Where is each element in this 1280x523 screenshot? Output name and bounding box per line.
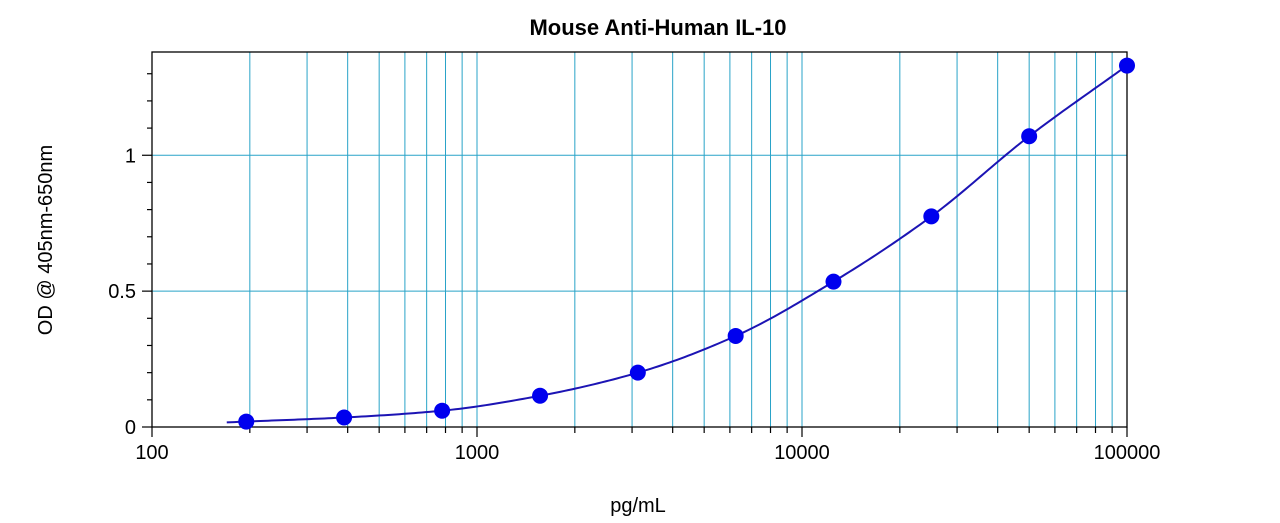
x-tick-label: 1000 xyxy=(455,442,500,464)
x-tick-label: 100000 xyxy=(1094,442,1161,464)
y-tick-label: 1 xyxy=(125,145,136,167)
data-point xyxy=(1021,128,1038,145)
x-tick-label: 100 xyxy=(135,442,168,464)
x-axis-label: pg/mL xyxy=(610,495,666,517)
fit-curve-layer xyxy=(226,64,1128,424)
data-point xyxy=(923,208,940,225)
data-point xyxy=(629,364,646,381)
x-tick-label: 10000 xyxy=(774,442,830,464)
data-point xyxy=(238,413,255,430)
data-point xyxy=(336,409,353,426)
grid xyxy=(152,52,1127,427)
data-points xyxy=(238,57,1135,430)
fit-curve xyxy=(226,64,1128,424)
data-point xyxy=(1119,57,1135,74)
y-tick-label: 0.5 xyxy=(108,281,136,303)
y-tick-label: 0 xyxy=(125,417,136,439)
data-point xyxy=(727,327,744,344)
chart-title: Mouse Anti-Human IL-10 xyxy=(529,15,786,40)
data-point xyxy=(532,387,549,404)
data-point xyxy=(825,273,842,290)
tick-labels: 100 1000 10000 100000 0 0.5 1 xyxy=(108,145,1160,464)
data-point xyxy=(434,402,451,419)
plot-frame xyxy=(151,51,1128,428)
y-axis-label: OD @ 405nm-650nm xyxy=(35,145,57,335)
axes xyxy=(142,51,1128,437)
